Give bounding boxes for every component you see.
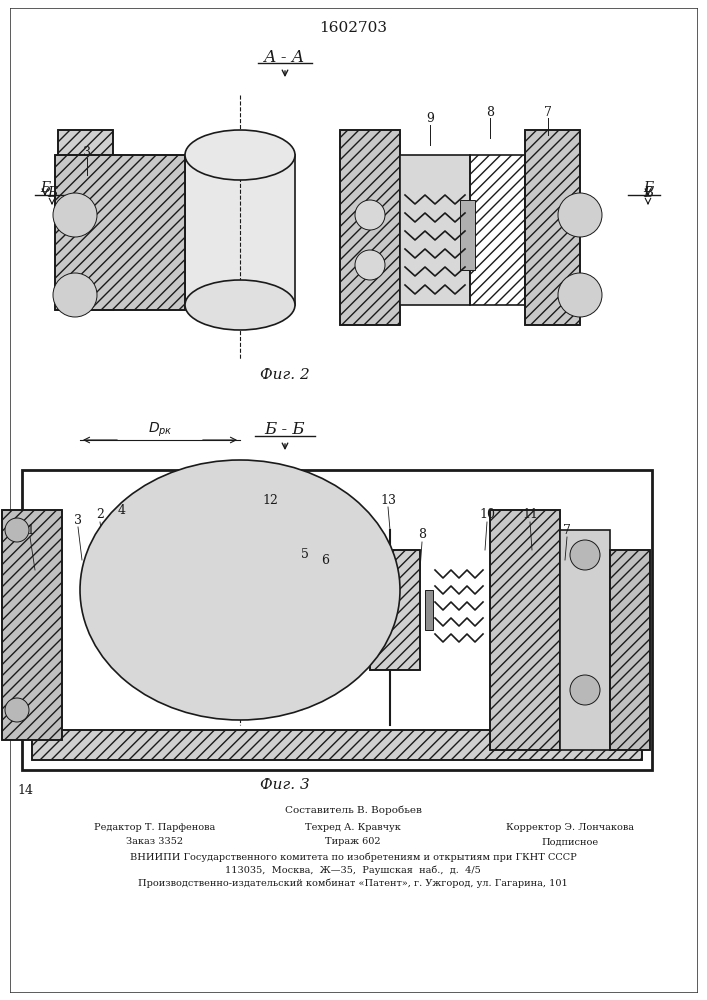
Text: 113035,  Москва,  Ж—35,  Раушская  наб.,  д.  4/5: 113035, Москва, Ж—35, Раушская наб., д. … [225, 865, 481, 875]
Text: 8: 8 [418, 528, 426, 542]
Bar [2, 510, 62, 740]
Text: 6: 6 [321, 554, 329, 566]
Bar [610, 550, 650, 750]
Text: 8: 8 [486, 105, 494, 118]
Bar [490, 510, 560, 750]
Text: 13: 13 [380, 493, 396, 506]
Text: 2: 2 [96, 508, 104, 522]
Bar [370, 550, 420, 670]
Text: 7: 7 [563, 524, 571, 536]
Text: 11: 11 [522, 508, 538, 522]
Circle shape [558, 193, 602, 237]
Text: 7: 7 [544, 105, 552, 118]
Text: $D_{рк}$: $D_{рк}$ [148, 421, 173, 439]
Text: 14: 14 [17, 784, 33, 796]
Ellipse shape [80, 460, 400, 720]
Text: ВНИИПИ Государственного комитета по изобретениям и открытиям при ГКНТ СССР: ВНИИПИ Государственного комитета по изоб… [129, 852, 576, 862]
Text: 3: 3 [83, 145, 91, 158]
Text: Составитель В. Воробьев: Составитель В. Воробьев [284, 805, 421, 815]
Ellipse shape [185, 280, 295, 330]
Circle shape [5, 518, 29, 542]
Bar [370, 550, 420, 670]
Text: 4: 4 [118, 504, 126, 516]
Circle shape [558, 273, 602, 317]
Ellipse shape [185, 130, 295, 180]
Bar [400, 155, 470, 305]
Text: Б: Б [643, 186, 653, 200]
Text: Корректор Э. Лончакова: Корректор Э. Лончакова [506, 824, 634, 832]
Text: 12: 12 [262, 493, 278, 506]
Circle shape [5, 698, 29, 722]
Text: 5: 5 [301, 548, 309, 562]
Text: Редактор Т. Парфенова: Редактор Т. Парфенова [94, 824, 216, 832]
Text: Б - Б: Б - Б [264, 422, 305, 438]
Text: Техред А. Кравчук: Техред А. Кравчук [305, 824, 401, 832]
Text: А - А: А - А [264, 49, 305, 66]
Text: Фиг. 3: Фиг. 3 [260, 778, 310, 792]
Bar [32, 730, 642, 760]
Text: Подписное: Подписное [542, 838, 599, 846]
Bar [425, 590, 433, 630]
Bar [185, 155, 295, 305]
Text: 1602703: 1602703 [319, 21, 387, 35]
Bar [22, 470, 652, 770]
Circle shape [355, 250, 385, 280]
Bar [470, 155, 525, 305]
Bar [610, 550, 650, 750]
Bar [58, 130, 113, 310]
Bar [525, 130, 580, 325]
Bar [340, 130, 400, 325]
Circle shape [355, 200, 385, 230]
Text: Б: Б [47, 186, 57, 200]
Text: Фиг. 2: Фиг. 2 [260, 368, 310, 382]
Bar [525, 130, 580, 325]
Bar [2, 510, 62, 740]
Text: Заказ 3352: Заказ 3352 [127, 838, 184, 846]
Bar [58, 130, 113, 310]
Circle shape [570, 675, 600, 705]
Bar [55, 155, 185, 310]
Text: 3: 3 [74, 514, 82, 526]
Text: Б: Б [40, 181, 50, 195]
Text: Б: Б [643, 181, 653, 195]
Circle shape [53, 193, 97, 237]
Circle shape [570, 540, 600, 570]
Bar [460, 200, 475, 270]
Bar [490, 510, 560, 750]
Text: 10: 10 [479, 508, 495, 522]
Bar [560, 530, 610, 750]
Text: Тираж 602: Тираж 602 [325, 838, 381, 846]
Circle shape [53, 273, 97, 317]
Text: 1: 1 [26, 524, 34, 536]
Text: 9: 9 [426, 111, 434, 124]
Text: Производственно-издательский комбинат «Патент», г. Ужгород, ул. Гагарина, 101: Производственно-издательский комбинат «П… [138, 878, 568, 888]
Bar [340, 130, 400, 325]
Bar [32, 730, 642, 760]
Bar [55, 155, 185, 310]
